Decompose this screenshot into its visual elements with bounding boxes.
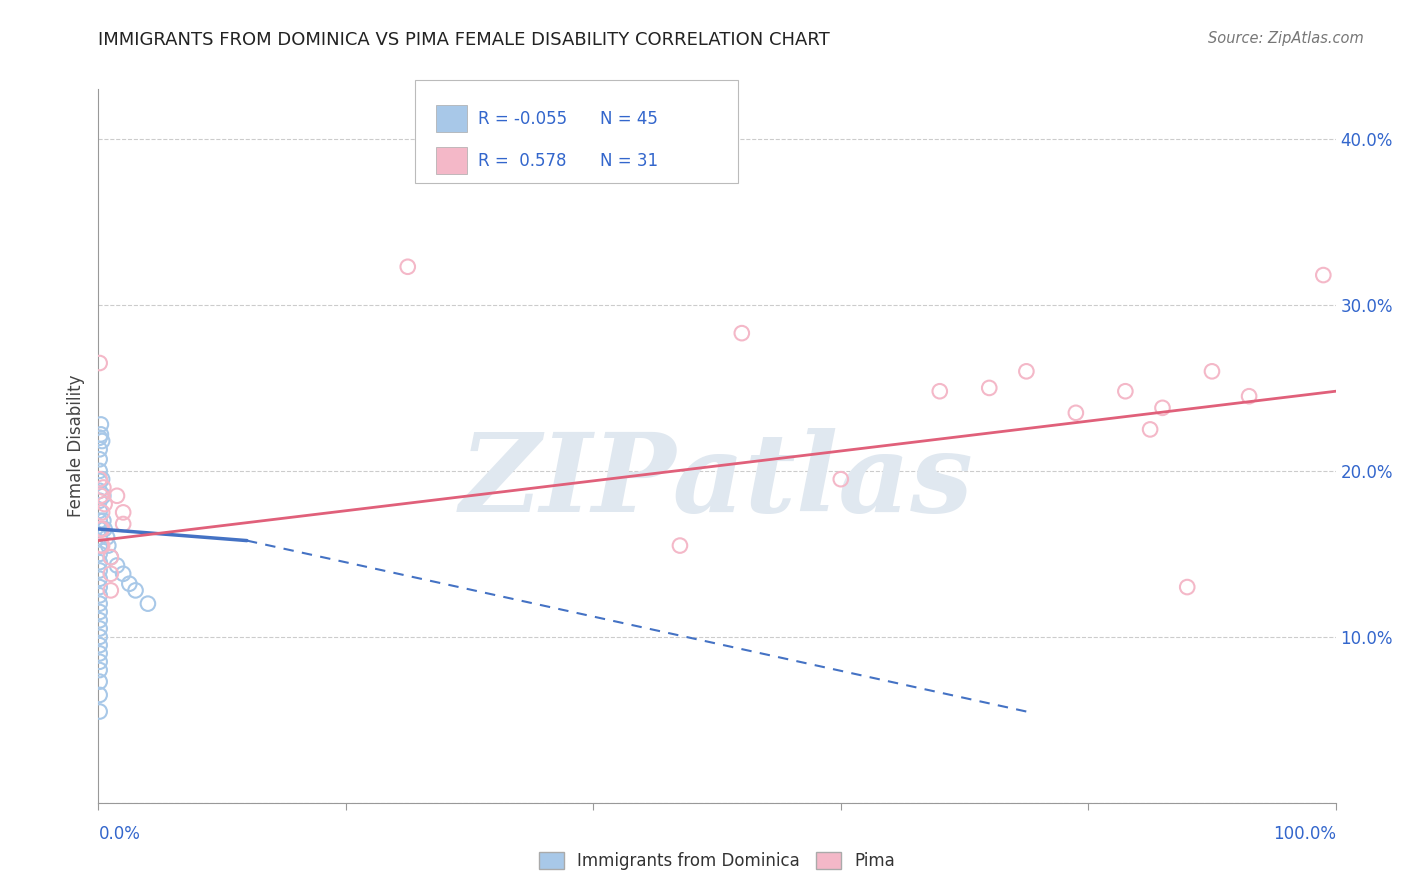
Legend: Immigrants from Dominica, Pima: Immigrants from Dominica, Pima <box>531 845 903 877</box>
Text: N = 45: N = 45 <box>600 110 658 128</box>
Text: N = 31: N = 31 <box>600 152 658 169</box>
Point <box>731 326 754 340</box>
Point <box>1237 389 1260 403</box>
Point <box>91 434 114 448</box>
Point <box>112 516 135 531</box>
Point <box>136 597 159 611</box>
Point <box>89 431 111 445</box>
Point <box>93 497 115 511</box>
Point <box>105 558 128 573</box>
Text: ZIPatlas: ZIPatlas <box>460 428 974 535</box>
Point <box>100 583 122 598</box>
Point <box>112 505 135 519</box>
Point <box>124 583 146 598</box>
Point <box>396 260 419 274</box>
Point <box>89 504 111 518</box>
Point <box>89 493 111 508</box>
Point <box>89 705 111 719</box>
Point <box>89 655 111 669</box>
Point <box>89 663 111 677</box>
Point <box>830 472 852 486</box>
Point <box>118 576 141 591</box>
Point <box>89 452 111 467</box>
Point <box>90 489 112 503</box>
Point <box>89 588 111 602</box>
Point <box>96 530 118 544</box>
Point <box>89 539 111 553</box>
Point <box>89 564 111 578</box>
Point <box>89 630 111 644</box>
Point <box>89 464 111 478</box>
Point <box>979 381 1001 395</box>
Text: R =  0.578: R = 0.578 <box>478 152 567 169</box>
Point <box>1201 364 1223 378</box>
Point <box>91 539 114 553</box>
Point <box>112 566 135 581</box>
Text: R = -0.055: R = -0.055 <box>478 110 567 128</box>
Point <box>91 472 114 486</box>
Point <box>1312 268 1334 282</box>
Point <box>669 539 692 553</box>
Point <box>89 474 111 488</box>
Point <box>93 489 115 503</box>
Point <box>928 384 950 399</box>
Point <box>89 597 111 611</box>
Point <box>89 483 111 498</box>
Point <box>89 580 111 594</box>
Point <box>105 489 128 503</box>
Point <box>89 572 111 586</box>
Point <box>100 550 122 565</box>
Point <box>1064 406 1087 420</box>
Point <box>1152 401 1174 415</box>
Point <box>90 522 112 536</box>
Point <box>89 647 111 661</box>
Point <box>1139 422 1161 436</box>
Point <box>93 522 115 536</box>
Point <box>89 530 111 544</box>
Y-axis label: Female Disability: Female Disability <box>67 375 86 517</box>
Text: IMMIGRANTS FROM DOMINICA VS PIMA FEMALE DISABILITY CORRELATION CHART: IMMIGRANTS FROM DOMINICA VS PIMA FEMALE … <box>98 31 830 49</box>
Text: 100.0%: 100.0% <box>1272 825 1336 843</box>
Point <box>89 674 111 689</box>
Point <box>1114 384 1136 399</box>
Text: Source: ZipAtlas.com: Source: ZipAtlas.com <box>1208 31 1364 46</box>
Point <box>90 427 112 442</box>
Point <box>1015 364 1038 378</box>
Point <box>97 539 120 553</box>
Point <box>89 472 111 486</box>
Point <box>1175 580 1198 594</box>
Text: 0.0%: 0.0% <box>98 825 141 843</box>
Point <box>100 550 122 565</box>
Point <box>93 514 115 528</box>
Point <box>89 356 111 370</box>
Point <box>89 547 111 561</box>
Point <box>90 539 112 553</box>
Point <box>93 481 115 495</box>
Point <box>89 442 111 457</box>
Point <box>91 505 114 519</box>
Point <box>100 566 122 581</box>
Point <box>89 555 111 569</box>
Point <box>89 613 111 627</box>
Point <box>89 605 111 619</box>
Point <box>89 638 111 652</box>
Point <box>91 522 114 536</box>
Point <box>89 622 111 636</box>
Point <box>90 417 112 432</box>
Point <box>89 514 111 528</box>
Point <box>89 522 111 536</box>
Point <box>89 688 111 702</box>
